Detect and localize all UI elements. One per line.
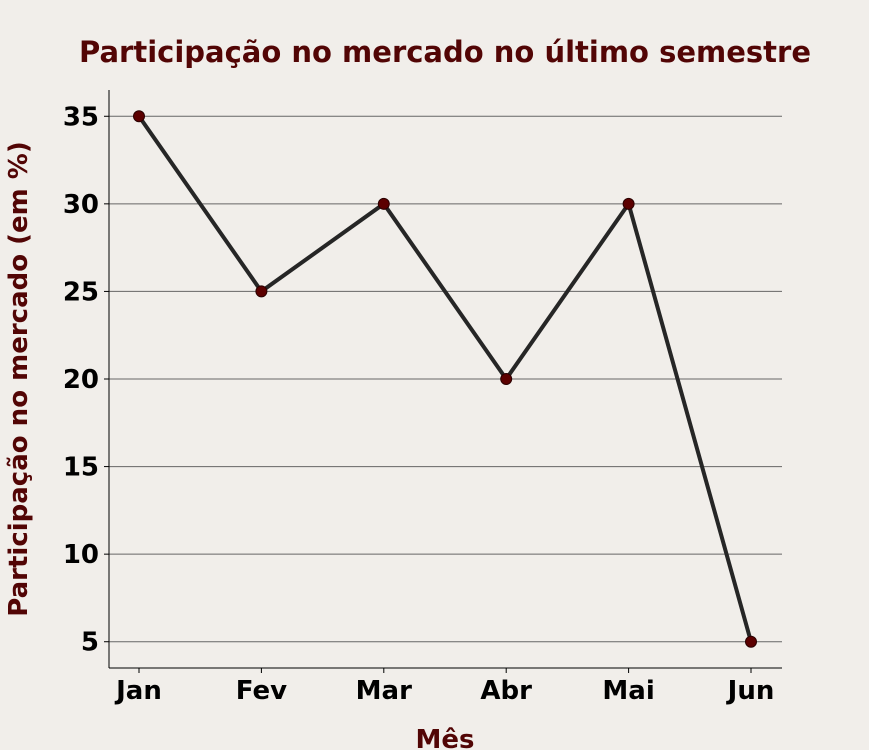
data-point-mar: [377, 197, 390, 210]
data-series: [133, 110, 757, 648]
y-tick-labels: 5 10 15 20 25 30 35: [63, 102, 99, 657]
x-tick-label-mai: Mai: [602, 676, 654, 706]
axes: [104, 90, 782, 673]
y-tick-label-15: 15: [63, 453, 99, 483]
x-tick-label-jan: Jan: [114, 676, 162, 706]
series-line-0: [137, 115, 753, 643]
x-tick-label-jun: Jun: [726, 676, 775, 706]
y-tick-label-30: 30: [63, 190, 99, 220]
data-point-fev: [255, 285, 268, 298]
x-tick-labels: Jan Fev Mar Abr Mai Jun: [114, 676, 774, 706]
x-axis-label: Mês: [416, 725, 475, 750]
data-point-abr: [500, 373, 513, 385]
data-point-jan: [133, 110, 145, 123]
y-tick-label-5: 5: [81, 628, 99, 658]
data-point-mai: [622, 197, 635, 210]
y-tick-label-20: 20: [63, 365, 99, 395]
x-tick-label-abr: Abr: [480, 676, 532, 706]
y-tick-label-25: 25: [63, 277, 99, 307]
y-tick-label-10: 10: [63, 540, 99, 570]
y-tick-label-35: 35: [63, 102, 99, 132]
x-tick-label-fev: Fev: [236, 676, 287, 706]
data-point-jun: [745, 635, 757, 648]
x-tick-label-mar: Mar: [356, 676, 412, 706]
chart-title: Participação no mercado no último semest…: [79, 35, 811, 69]
y-axis-label: Participação no mercado (em %): [4, 141, 34, 616]
